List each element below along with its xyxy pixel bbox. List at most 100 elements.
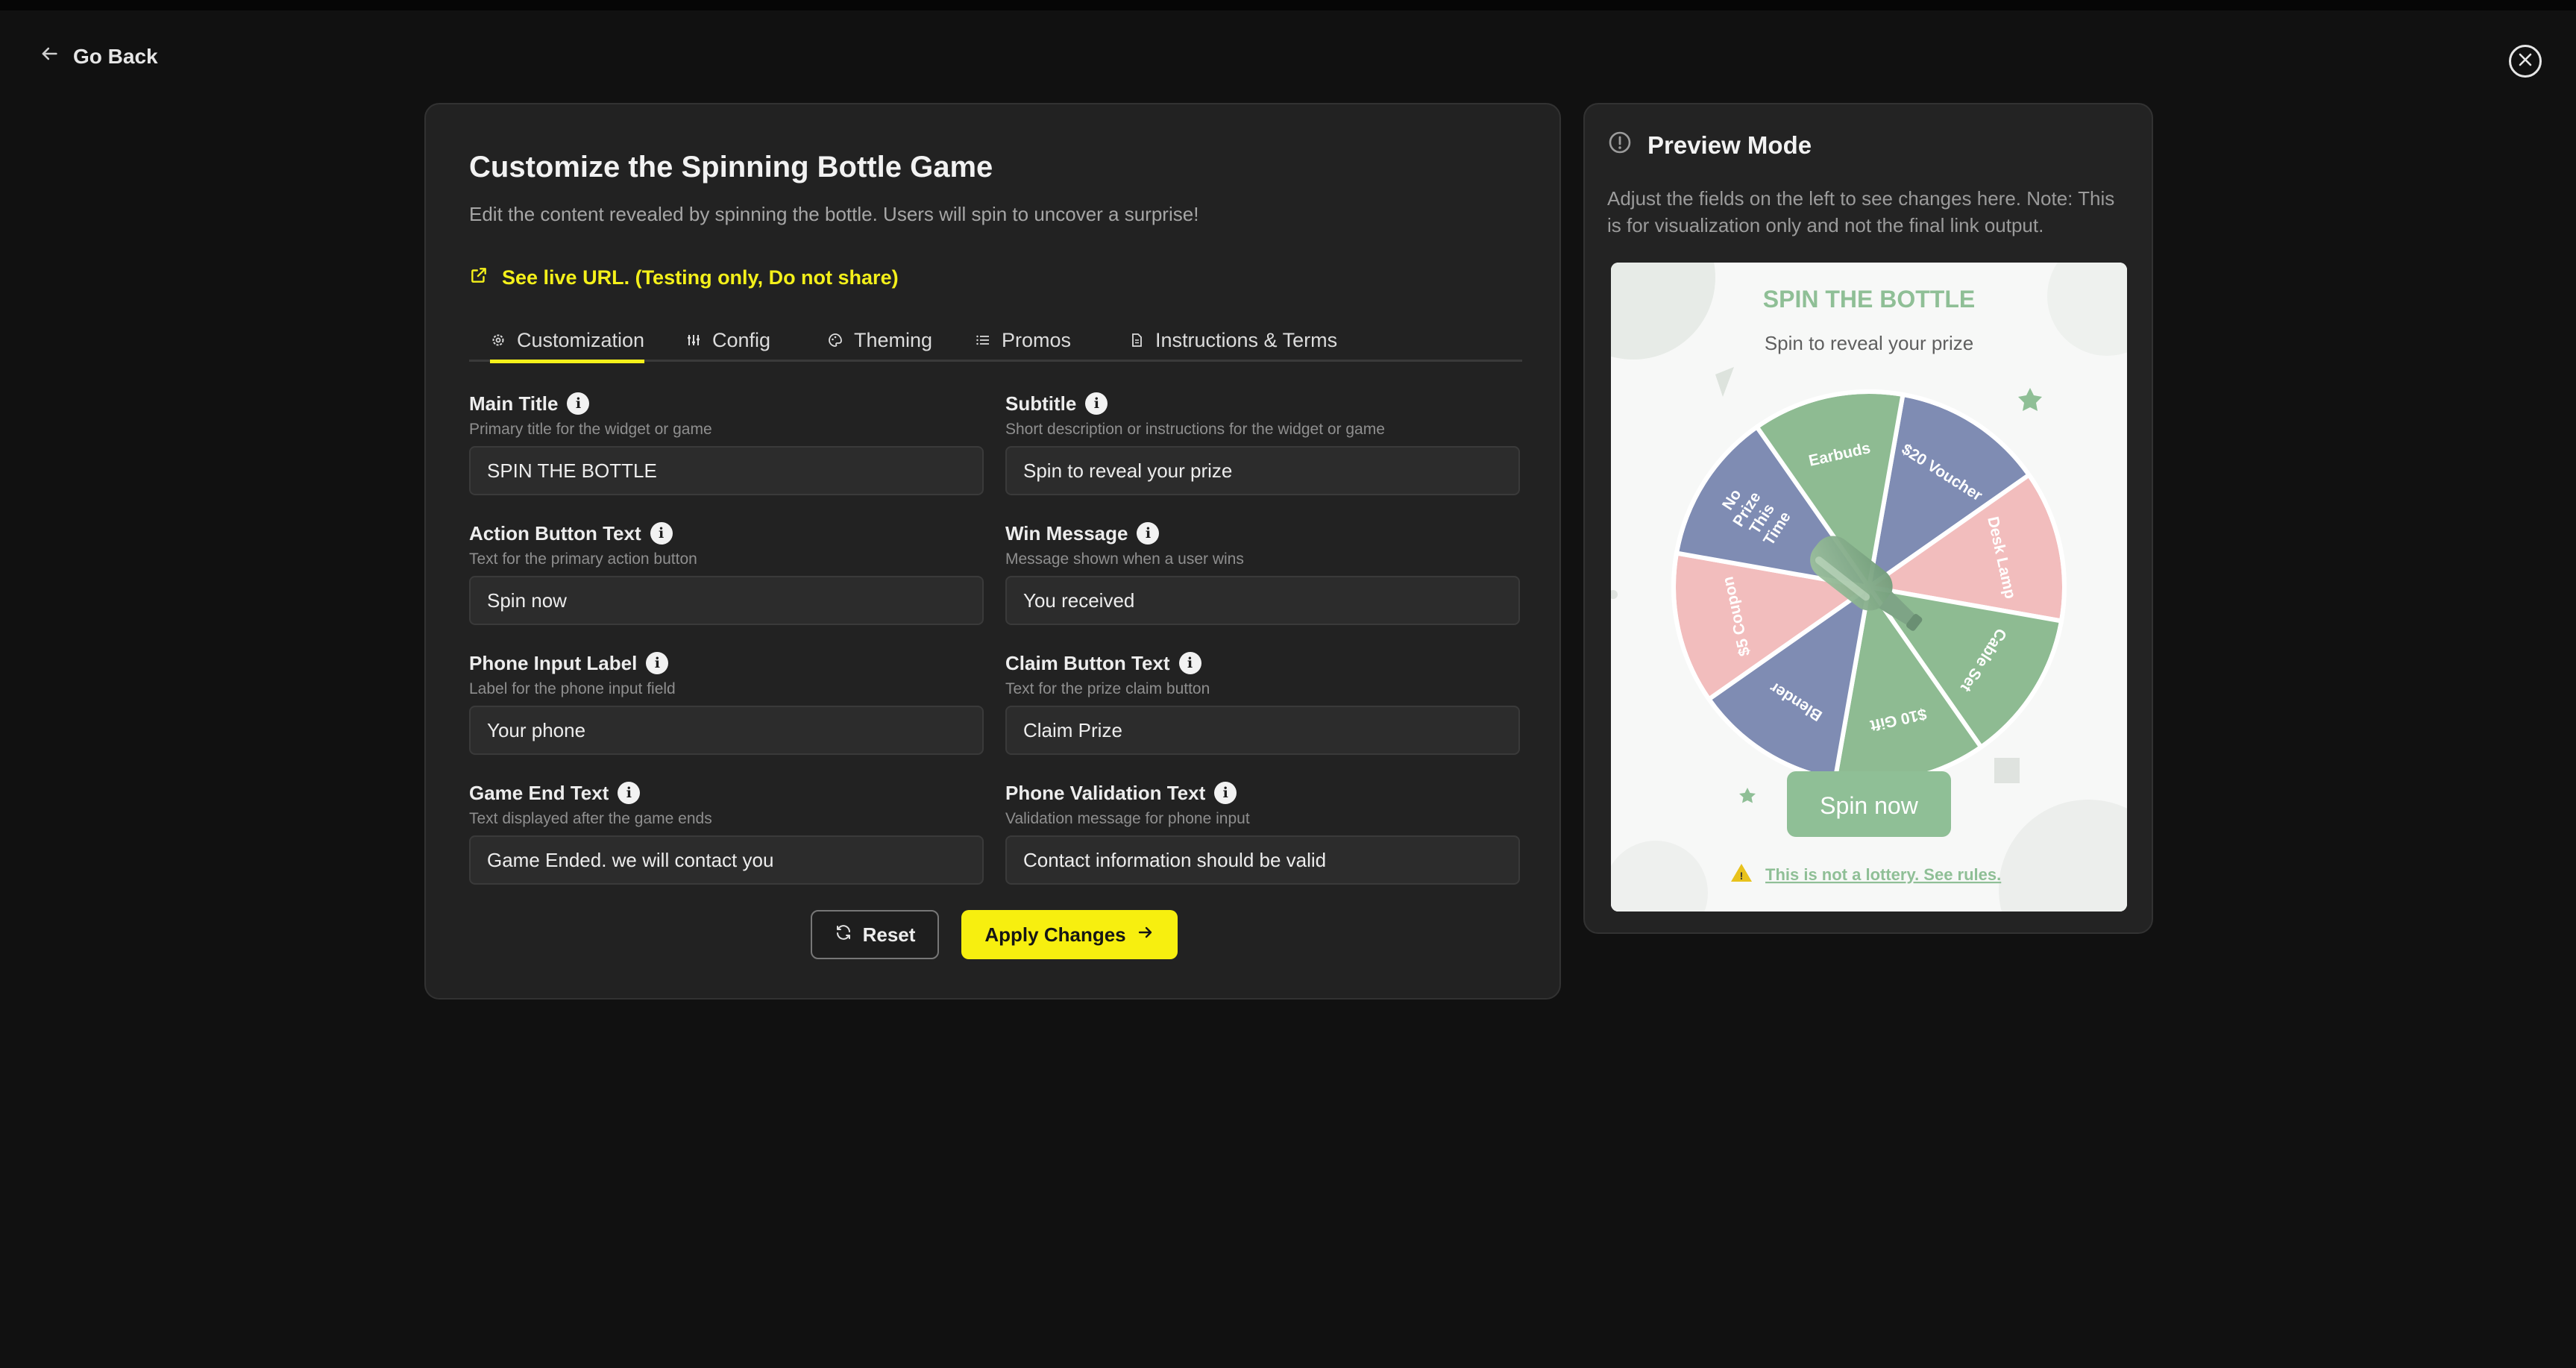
tab-promos[interactable]: Promos	[975, 321, 1071, 360]
phone-input-label-field: Phone Input Label i Label for the phone i…	[469, 650, 984, 755]
arrow-left-icon	[39, 43, 60, 69]
game-end-text-field: Game End Text i Text displayed after the …	[469, 780, 984, 885]
field-help: Text for the primary action button	[469, 550, 697, 568]
preview-panel: Preview Mode Adjust the fields on the le…	[1583, 103, 2153, 934]
disclaimer-link: This is not a lottery. See rules.	[1765, 865, 2001, 884]
info-icon[interactable]: i	[1178, 652, 1201, 674]
game-end-text-input[interactable]	[469, 835, 984, 885]
field-help: Primary title for the widget or game	[469, 421, 712, 438]
tab-label: Theming	[854, 328, 933, 351]
field-label: Phone Input Label	[469, 651, 638, 674]
go-back-button[interactable]: Go Back	[39, 43, 158, 69]
field-help: Text for the prize claim button	[1005, 680, 1210, 697]
external-link-icon	[469, 266, 489, 290]
reset-button[interactable]: Reset	[811, 910, 939, 959]
tab-instructions-terms[interactable]: Instructions & Terms	[1128, 321, 1337, 360]
decor-dot	[1611, 590, 1618, 599]
tab-config[interactable]: Config	[685, 321, 770, 360]
info-icon[interactable]: i	[567, 392, 590, 415]
customization-panel: Customize the Spinning Bottle Game Edit …	[424, 103, 1561, 1000]
preview-header: Preview Mode	[1607, 130, 1812, 161]
disclaimer[interactable]: ! This is not a lottery. See rules.	[1731, 864, 2001, 884]
arrow-right-icon	[1137, 923, 1155, 947]
tab-bar: Customization Config Theming Promos Inst…	[469, 321, 1522, 363]
win-message-field: Win Message i Message shown when a user w…	[1005, 521, 1520, 625]
action-button-text-field: Action Button Text i Text for the primary…	[469, 521, 984, 625]
info-icon[interactable]: i	[1137, 522, 1160, 545]
warning-icon	[1731, 864, 1752, 882]
spin-button-label: Spin now	[1820, 792, 1919, 819]
claim-button-text-field: Claim Button Text i Text for the prize cl…	[1005, 650, 1520, 755]
preview-note: Adjust the fields on the left to see cha…	[1607, 187, 2115, 236]
decor-blob	[1999, 800, 2127, 912]
preview-heading: Preview Mode	[1647, 131, 1812, 159]
field-help: Label for the phone input field	[469, 680, 676, 697]
phone-input-label-input[interactable]	[469, 706, 984, 755]
gear-icon	[490, 332, 506, 348]
page-title: Customize the Spinning Bottle Game	[469, 151, 993, 183]
decor-shape	[1715, 367, 1734, 397]
win-message-input[interactable]	[1005, 576, 1520, 625]
phone-validation-text-field: Phone Validation Text i Validation messag…	[1005, 780, 1520, 885]
game-preview-frame: SPIN THE BOTTLE Spin to reveal your priz…	[1611, 263, 2127, 912]
tab-label: Promos	[1002, 328, 1072, 351]
close-button[interactable]	[2509, 45, 2542, 78]
info-icon[interactable]: i	[1214, 782, 1237, 804]
info-icon[interactable]: i	[650, 522, 673, 545]
tab-label: Customization	[517, 328, 645, 351]
star-icon	[2018, 388, 2042, 411]
decor-blob	[1611, 841, 1708, 912]
refresh-icon	[835, 923, 852, 947]
game-preview-canvas: SPIN THE BOTTLE Spin to reveal your priz…	[1611, 263, 2127, 912]
document-icon	[1128, 332, 1145, 348]
close-icon	[2517, 51, 2533, 72]
live-url-label: See live URL. (Testing only, Do not shar…	[502, 266, 899, 289]
go-back-label: Go Back	[73, 44, 158, 68]
list-icon	[975, 332, 991, 348]
tab-label: Instructions & Terms	[1155, 328, 1338, 351]
tab-theming[interactable]: Theming	[827, 321, 932, 360]
decor-blob	[1611, 263, 1715, 360]
spin-now-button[interactable]: Spin now	[1787, 771, 1951, 837]
main-title-field: Main Title i Primary title for the widget…	[469, 391, 984, 495]
subtitle-field: Subtitle i Short description or instructi…	[1005, 391, 1520, 495]
info-icon[interactable]: i	[618, 782, 641, 804]
field-label: Claim Button Text	[1005, 651, 1170, 674]
svg-text:!: !	[1740, 870, 1744, 882]
field-help: Short description or instructions for th…	[1005, 421, 1385, 438]
field-help: Validation message for phone input	[1005, 810, 1250, 827]
field-help: Text displayed after the game ends	[469, 810, 712, 827]
apply-label: Apply Changes	[984, 923, 1126, 946]
palette-icon	[827, 332, 844, 348]
info-icon[interactable]: i	[646, 652, 669, 674]
action-button-text-input[interactable]	[469, 576, 984, 625]
game-title: SPIN THE BOTTLE	[1763, 286, 1975, 313]
reset-label: Reset	[862, 923, 916, 946]
apply-changes-button[interactable]: Apply Changes	[961, 910, 1178, 959]
tab-label: Config	[712, 328, 771, 351]
game-subtitle: Spin to reveal your prize	[1765, 332, 1973, 354]
field-label: Subtitle	[1005, 392, 1077, 415]
field-label: Phone Validation Text	[1005, 781, 1206, 804]
decor-square	[1994, 758, 2020, 783]
tab-customization[interactable]: Customization	[490, 321, 645, 363]
info-icon[interactable]: i	[1085, 392, 1108, 415]
field-label: Main Title	[469, 392, 559, 415]
sliders-icon	[685, 332, 702, 348]
subtitle-input[interactable]	[1005, 446, 1520, 495]
main-title-input[interactable]	[469, 446, 984, 495]
page-description: Edit the content revealed by spinning th…	[469, 203, 1199, 225]
phone-validation-text-input[interactable]	[1005, 835, 1520, 885]
bottle[interactable]	[1803, 528, 1932, 643]
field-label: Game End Text	[469, 781, 609, 804]
alert-circle-icon	[1607, 130, 1633, 161]
field-label: Action Button Text	[469, 521, 641, 545]
decor-blob	[2047, 263, 2127, 356]
star-icon	[1739, 788, 1756, 803]
field-help: Message shown when a user wins	[1005, 550, 1244, 568]
window-top-bar	[0, 0, 2576, 10]
claim-button-text-input[interactable]	[1005, 706, 1520, 755]
live-url-link[interactable]: See live URL. (Testing only, Do not shar…	[469, 266, 899, 290]
